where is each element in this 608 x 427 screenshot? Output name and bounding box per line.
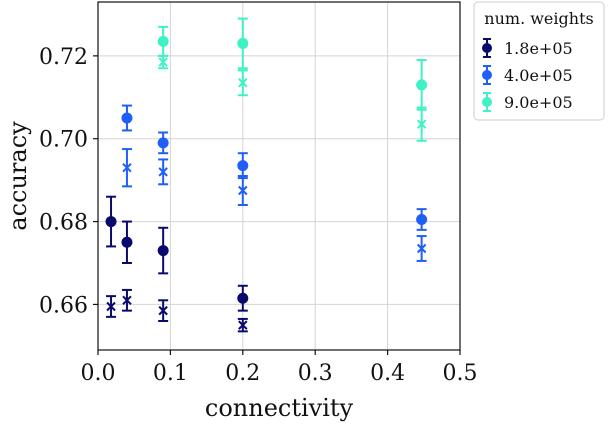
data-point bbox=[237, 152, 249, 180]
data-point bbox=[121, 148, 132, 188]
y-tick-label: 0.68 bbox=[39, 211, 88, 236]
grid bbox=[97, 2, 461, 350]
data-point bbox=[157, 226, 169, 275]
legend-label: 1.8e+05 bbox=[504, 39, 573, 58]
data-point bbox=[237, 175, 248, 206]
data-point bbox=[237, 317, 248, 333]
axis-ticks: 0.0 0.1 0.2 0.3 0.4 0.5 0.66 0.68 0.70 0.72 bbox=[39, 45, 477, 386]
series-4.0e+05 bbox=[121, 104, 428, 262]
y-tick-label: 0.66 bbox=[39, 293, 88, 318]
circle-marker bbox=[416, 214, 428, 225]
circle-marker bbox=[157, 35, 169, 47]
data-point bbox=[106, 295, 117, 318]
x-marker bbox=[416, 243, 427, 254]
data-point bbox=[158, 299, 169, 322]
data-point bbox=[121, 104, 133, 132]
x-marker bbox=[238, 320, 248, 330]
x-marker bbox=[122, 295, 132, 305]
x-tick-label: 0.4 bbox=[370, 361, 405, 386]
legend-title: num. weights bbox=[484, 9, 593, 28]
legend-label: 9.0e+05 bbox=[504, 93, 573, 112]
data-point bbox=[416, 106, 427, 142]
x-tick-label: 0.0 bbox=[81, 361, 116, 386]
x-marker bbox=[238, 78, 248, 88]
data-point bbox=[416, 59, 428, 111]
x-tick-label: 0.1 bbox=[153, 361, 188, 386]
legend-marker bbox=[482, 43, 492, 53]
data-point bbox=[416, 208, 428, 231]
x-marker bbox=[158, 57, 168, 67]
circle-marker bbox=[121, 236, 133, 248]
y-tick-label: 0.70 bbox=[39, 128, 88, 153]
legend-entry: 1.8e+05 bbox=[482, 38, 573, 58]
legend-marker bbox=[482, 70, 492, 80]
x-tick-label: 0.2 bbox=[225, 361, 260, 386]
x-marker bbox=[238, 185, 248, 196]
circle-marker bbox=[416, 79, 428, 91]
legend-box bbox=[473, 1, 605, 121]
series-1.8e+05 bbox=[105, 195, 249, 333]
y-tick-label: 0.72 bbox=[39, 45, 88, 70]
x-marker bbox=[106, 301, 116, 312]
legend: num. weights 1.8e+05 4.0e+05 9.0e+05 bbox=[473, 1, 605, 121]
x-marker bbox=[416, 119, 427, 129]
circle-marker bbox=[237, 37, 249, 49]
legend-marker bbox=[482, 97, 492, 107]
data-point bbox=[416, 235, 427, 262]
x-tick-label: 0.5 bbox=[443, 361, 478, 386]
data-point bbox=[105, 195, 117, 248]
circle-marker bbox=[237, 292, 249, 304]
circle-marker bbox=[157, 245, 169, 257]
x-marker bbox=[158, 167, 168, 177]
x-axis-label: connectivity bbox=[205, 394, 354, 422]
y-axis-label: accuracy bbox=[4, 121, 32, 231]
legend-entry: 4.0e+05 bbox=[482, 65, 573, 85]
data-point bbox=[157, 131, 169, 155]
data-point bbox=[237, 284, 249, 312]
data-point bbox=[121, 220, 133, 264]
data-point bbox=[157, 25, 169, 57]
plot-frame bbox=[97, 1, 461, 351]
x-tick-label: 0.3 bbox=[298, 361, 333, 386]
legend-label: 4.0e+05 bbox=[504, 66, 573, 85]
circle-marker bbox=[121, 112, 133, 124]
legend-entry: 9.0e+05 bbox=[482, 92, 573, 112]
circle-marker bbox=[105, 216, 117, 228]
x-marker bbox=[158, 305, 168, 316]
series-9.0e+05 bbox=[157, 17, 428, 142]
data-point bbox=[237, 69, 248, 97]
circle-marker bbox=[237, 160, 249, 172]
data-point bbox=[121, 288, 132, 312]
data-point bbox=[158, 158, 169, 186]
data-point bbox=[158, 54, 169, 70]
data-marks bbox=[105, 17, 428, 333]
data-point bbox=[237, 17, 249, 70]
circle-marker bbox=[157, 137, 169, 149]
x-marker bbox=[122, 163, 132, 173]
